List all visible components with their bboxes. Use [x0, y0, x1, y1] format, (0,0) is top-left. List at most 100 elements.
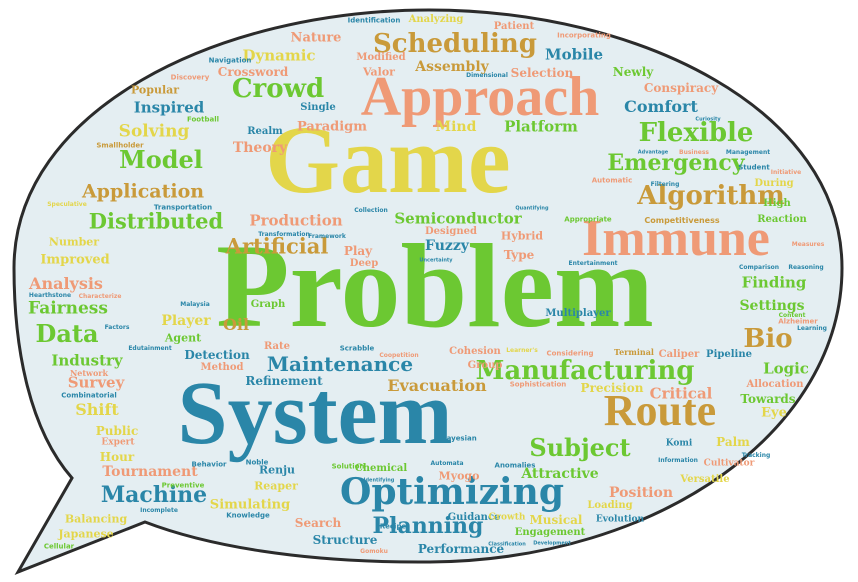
word-emergency: Emergency	[607, 150, 745, 176]
word-problem: Problem	[216, 219, 654, 352]
word-initiative: Initiative	[770, 169, 802, 176]
word-flexible: Flexible	[638, 118, 754, 148]
word-learning: Learning	[797, 325, 827, 332]
word-evacuation: Evacuation	[387, 376, 487, 395]
word-newly: Newly	[612, 65, 654, 79]
word-allocation: Allocation	[746, 379, 804, 390]
word-platform: Platform	[504, 117, 578, 136]
word-planning: Planning	[372, 513, 484, 539]
word-modified: Modified	[356, 52, 406, 63]
word-settings: Settings	[739, 298, 805, 314]
word-survey: Survey	[67, 373, 125, 392]
word-measures: Measures	[791, 241, 825, 248]
word-structure: Structure	[312, 533, 378, 547]
word-inspired: Inspired	[133, 98, 205, 117]
word-system: System	[177, 364, 453, 463]
word-designed: Designed	[424, 226, 478, 237]
word-pipeline: Pipeline	[706, 349, 752, 360]
word-reaper: Reaper	[254, 479, 298, 493]
word-precision: Precision	[580, 381, 644, 395]
word-semiconductor: Semiconductor	[394, 209, 522, 228]
word-optimizing: Optimizing	[339, 471, 565, 513]
word-during: During	[754, 178, 794, 189]
word-public: Public	[95, 424, 139, 438]
word-speculative: Speculative	[47, 201, 87, 208]
word-characterize: Characterize	[78, 293, 122, 300]
word-knowledge: Knowledge	[226, 511, 270, 520]
word-industry: Industry	[51, 351, 123, 370]
word-mobile: Mobile	[544, 45, 604, 64]
word-performance: Performance	[417, 542, 505, 556]
word-immune: Immune	[582, 210, 770, 267]
word-dynamic: Dynamic	[242, 46, 316, 65]
word-incomplete: Incomplete	[140, 507, 178, 514]
word-transportation: Transportation	[153, 203, 213, 212]
word-curiosity: Curiosity	[695, 116, 721, 123]
word-deep: Deep	[349, 258, 379, 269]
word-refinement: Refinement	[245, 374, 323, 388]
word-coopetition: Coopetition	[379, 352, 419, 359]
word-chemical: Chemical	[354, 463, 408, 474]
word-agent: Agent	[164, 331, 202, 345]
word-analyzing: Analyzing	[408, 14, 464, 25]
word-framework: Framework	[308, 233, 346, 240]
word-classification: Classification	[488, 541, 526, 548]
word-maintenance: Maintenance	[266, 352, 414, 376]
word-komi: Komi	[665, 438, 693, 449]
word-high: High	[763, 198, 791, 209]
word-advantage: Advantage	[637, 149, 669, 156]
word-group: Group	[467, 360, 503, 371]
word-growth: Growth	[488, 512, 526, 523]
word-information: Information	[658, 457, 698, 464]
word-detection: Detection	[184, 348, 250, 362]
word-hybrid: Hybrid	[500, 229, 544, 243]
word-cohesion: Cohesion	[449, 346, 501, 357]
word-student: Student	[738, 163, 770, 172]
word-method: Method	[200, 362, 244, 373]
word-quantifying: Quantifying	[515, 205, 549, 212]
word-bayesian: Bayesian	[441, 434, 477, 443]
word-logic: Logic	[763, 359, 809, 378]
word-rate: Rate	[263, 341, 291, 352]
word-realm: Realm	[247, 126, 283, 137]
word-fuzzy: Fuzzy	[425, 238, 469, 254]
word-myogo: Myogo	[438, 469, 480, 483]
word-management: Management	[725, 149, 771, 156]
word-crowd: Crowd	[231, 74, 325, 104]
word-attractive: Attractive	[521, 466, 599, 482]
word-conspiracy: Conspiracy	[643, 81, 719, 95]
word-fairness: Fairness	[28, 298, 108, 319]
word-palm: Palm	[716, 435, 750, 449]
word-hearthstone: Hearthstone	[28, 292, 72, 299]
word-automatic: Automatic	[591, 176, 633, 185]
word-preventive: Preventive	[161, 481, 205, 490]
word-manufacturing: Manufacturing	[475, 356, 695, 386]
word-terminal: Terminal	[614, 347, 654, 357]
word-eye: Eye	[761, 405, 787, 421]
word-machine: Machine	[100, 482, 208, 508]
word-collection: Collection	[354, 207, 388, 214]
word-mind: Mind	[435, 119, 477, 135]
word-route: Route	[603, 386, 717, 435]
word-oil: Oil	[222, 315, 250, 334]
word-renju: Renju	[258, 463, 296, 477]
word-noble: Noble	[245, 458, 269, 467]
word-number: Number	[48, 235, 100, 249]
word-appropriate: Appropriate	[564, 215, 612, 224]
word-player: Player	[161, 313, 211, 329]
word-nature: Nature	[290, 30, 342, 46]
word-considering: Considering	[546, 349, 594, 358]
word-expert: Expert	[101, 437, 135, 448]
word-identification: Identification	[347, 16, 401, 25]
word-approach: Approach	[360, 66, 600, 128]
word-simulating: Simulating	[209, 497, 291, 513]
word-artificial: Artificial	[225, 233, 329, 259]
word-analysis: Analysis	[29, 274, 103, 293]
word-critical: Critical	[649, 384, 713, 403]
word-finding: Finding	[741, 273, 807, 292]
word-discovery: Discovery	[170, 73, 210, 82]
word-comfort: Comfort	[624, 97, 698, 116]
word-hour: Hour	[99, 450, 135, 464]
